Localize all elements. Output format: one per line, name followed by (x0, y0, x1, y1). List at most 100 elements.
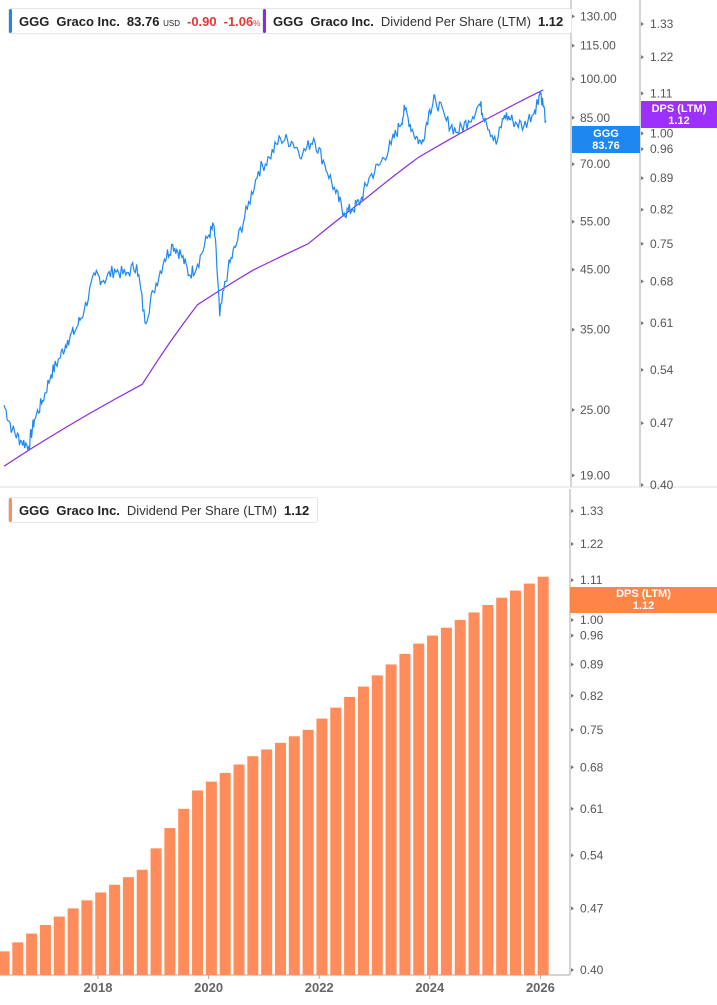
x-tick-label: 2024 (415, 980, 445, 995)
dps-tag-top: DPS (LTM) 1.12 (641, 101, 717, 128)
dps-legend-top[interactable]: GGG Graco Inc. Dividend Per Share (LTM) … (262, 8, 573, 34)
change: -0.90 (186, 13, 217, 29)
dps-bar (164, 828, 176, 975)
tick-mark (571, 806, 574, 811)
tick-mark (572, 43, 575, 48)
tick-mark (571, 853, 574, 858)
tick-mark (571, 765, 574, 770)
dps-bar (39, 925, 51, 975)
tick-mark (641, 147, 644, 152)
ticker: GGG (19, 502, 50, 518)
price-tick-label: 130.00 (580, 9, 617, 23)
x-tick-label: 2022 (305, 980, 334, 995)
price-tick-label: 35.00 (580, 323, 610, 337)
price-legend-color (9, 9, 12, 33)
tick-mark (641, 321, 644, 326)
tick-mark (571, 727, 574, 732)
bar-tick-label: 0.89 (580, 657, 604, 671)
dps-bar (385, 664, 397, 975)
bar-tick-label: 0.61 (580, 802, 604, 816)
dps-bar (261, 749, 273, 975)
dps-legend-bottom[interactable]: GGG Graco Inc. Dividend Per Share (LTM) … (8, 497, 319, 523)
value: 1.12 (537, 13, 564, 29)
dps-bar (371, 675, 383, 975)
price-line (3, 91, 547, 451)
dps-tag-label: DPS (LTM) (616, 588, 671, 600)
change-pct: -1.06% (224, 14, 261, 29)
dps-bar (205, 781, 217, 975)
dps-bar (399, 653, 411, 975)
bar-tick-label: 0.54 (580, 848, 604, 862)
dps-bar (330, 707, 342, 975)
price: 83.76 (126, 13, 160, 29)
value: 1.12 (283, 502, 310, 518)
dps-tick-label: 1.00 (650, 126, 674, 140)
bar-tick-label: 0.82 (580, 689, 604, 703)
ticker: GGG (273, 13, 304, 29)
dps-bar (0, 951, 10, 975)
tick-mark (572, 473, 575, 478)
dps-bar (12, 942, 24, 975)
price-legend[interactable]: GGG Graco Inc. 83.76 USD -0.90 -1.06% (8, 8, 270, 34)
price-tag-ticker: GGG (593, 127, 619, 140)
tick-mark (571, 968, 574, 972)
bar-tick-label: 0.96 (580, 629, 604, 643)
dps-bar (122, 877, 134, 975)
dps-bar (274, 742, 286, 975)
price-tick-label: 55.00 (580, 215, 610, 229)
dps-tick-label: 0.47 (650, 416, 674, 430)
dps-bar (233, 764, 245, 975)
tick-mark (571, 633, 574, 638)
company: Graco Inc. (56, 502, 120, 518)
bar-legend-color (9, 498, 12, 522)
tick-mark (572, 14, 575, 19)
dps-bar (316, 718, 328, 975)
dps-bar (537, 576, 549, 975)
tick-mark (641, 21, 644, 26)
price-tick-label: 115.00 (580, 39, 616, 53)
dps-bar (109, 884, 121, 975)
tick-mark (571, 906, 574, 911)
tick-mark (641, 131, 644, 136)
tick-mark (572, 219, 575, 224)
dps-tick-label: 1.11 (650, 86, 673, 100)
tick-mark (641, 483, 644, 487)
x-tick-label: 2020 (194, 980, 223, 995)
dps-tick-label: 1.22 (650, 50, 674, 64)
dps-tick-label: 1.33 (650, 17, 674, 31)
dps-bar (136, 869, 148, 975)
dps-bar (81, 900, 93, 975)
tick-mark (571, 693, 574, 698)
dps-bar (454, 619, 466, 975)
dps-bar (247, 756, 259, 975)
dps-bar (95, 892, 107, 975)
tick-mark (641, 367, 644, 372)
dps-bar (523, 583, 535, 975)
tick-mark (571, 617, 574, 622)
tick-mark (572, 327, 575, 332)
dps-bar (440, 627, 452, 975)
tick-mark (641, 279, 644, 284)
dps-line (3, 89, 544, 467)
tick-mark (641, 241, 644, 246)
x-tick-label: 2026 (526, 980, 555, 995)
tick-mark (571, 542, 574, 547)
tick-mark (572, 77, 575, 81)
dps-tag-value: 1.12 (632, 600, 655, 612)
dps-bar (53, 916, 65, 975)
tick-mark (571, 509, 574, 514)
dps-bar (288, 736, 300, 975)
dps-tick-label: 0.40 (650, 478, 674, 492)
price-tick-label: 70.00 (580, 157, 610, 171)
dps-bar (413, 643, 425, 975)
tick-mark (572, 115, 575, 120)
dps-bar (219, 772, 231, 975)
change-pct-value: -1.06 (223, 13, 254, 29)
dps-bar (192, 790, 204, 975)
bar-tick-label: 0.75 (580, 723, 604, 737)
price-tag: GGG 83.76 (572, 126, 640, 153)
price-value: 83.76 USD (127, 14, 180, 29)
bar-tick-label: 1.11 (580, 573, 603, 587)
